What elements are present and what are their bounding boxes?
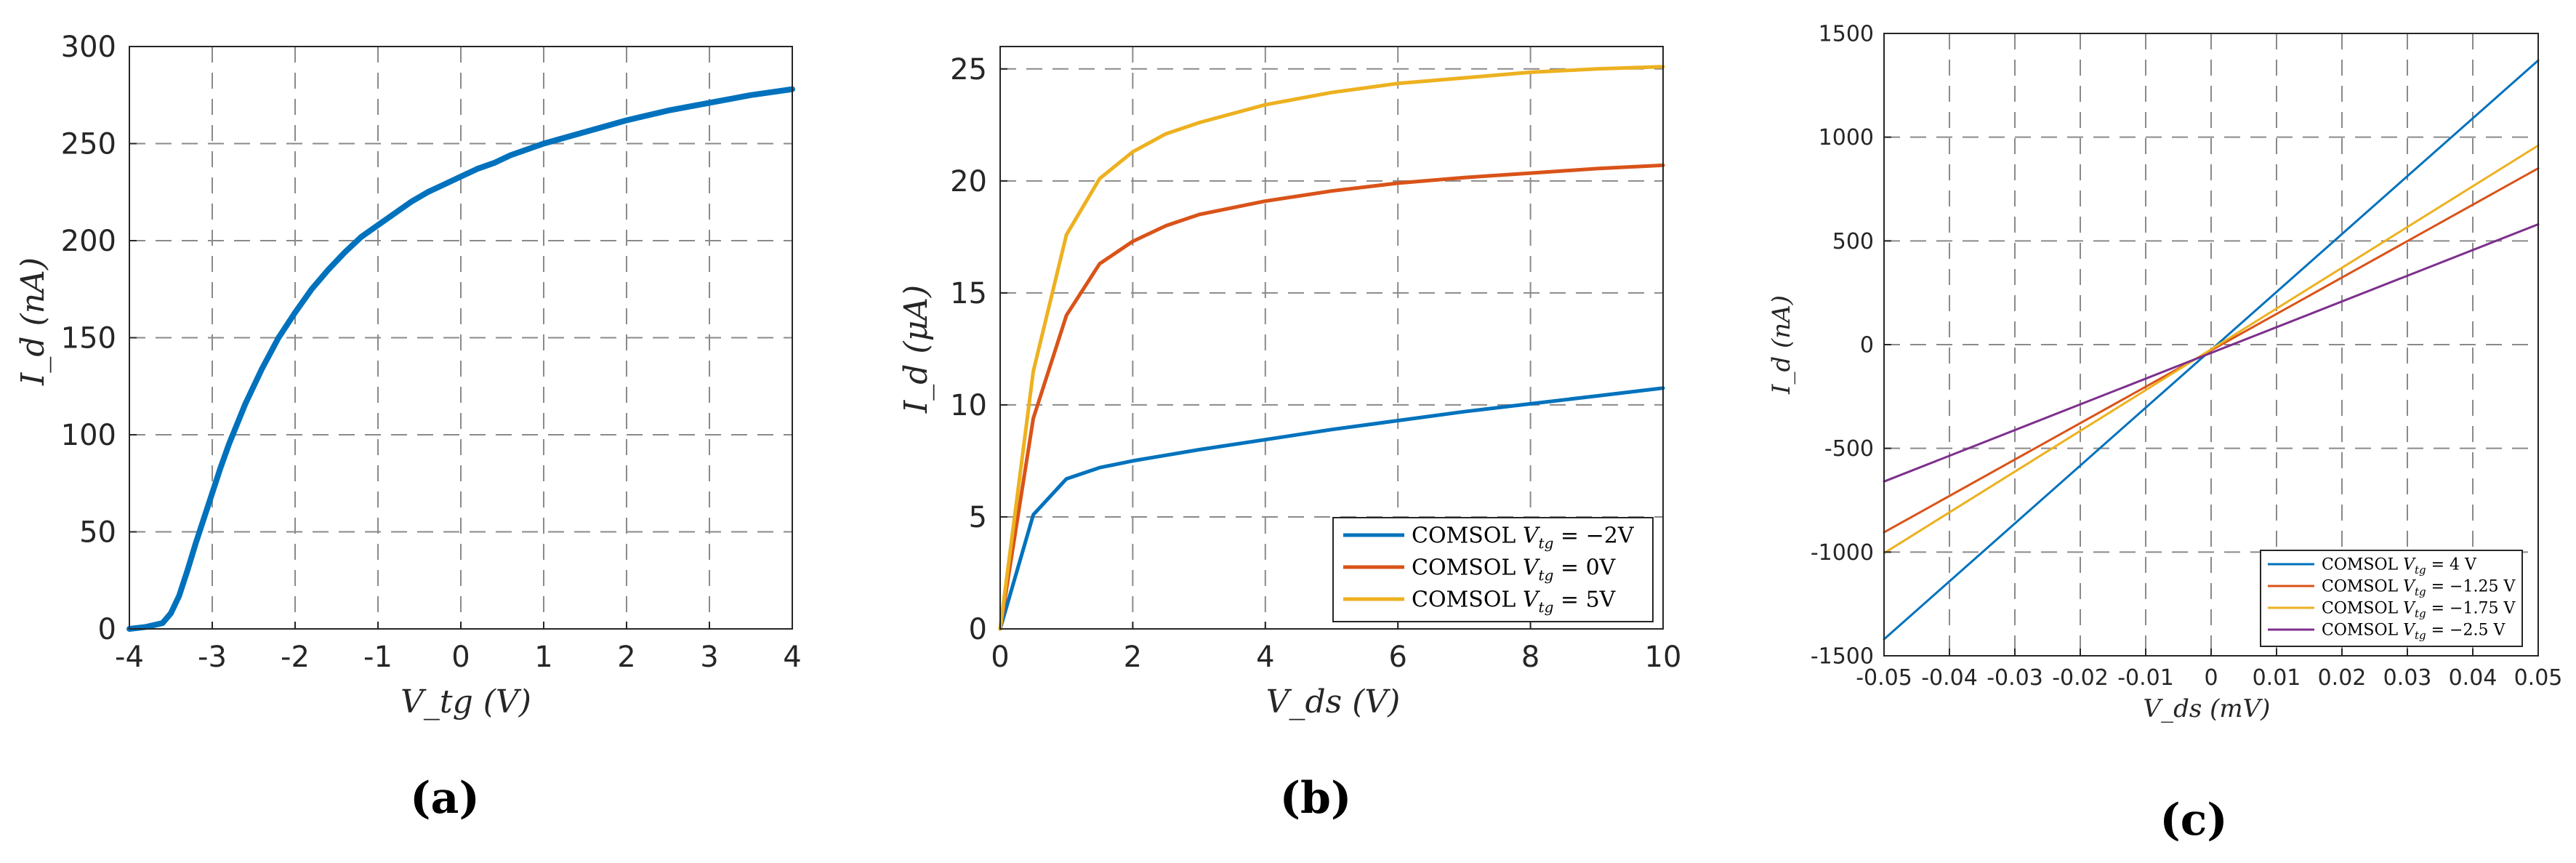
panel-a-caption: (a) <box>410 773 480 824</box>
panel-b-legend-label-2: COMSOL Vtg = 0V <box>1412 555 1617 585</box>
panel-a: -4 -3 -2 -1 0 1 2 3 4 0 50 100 150 200 250 300 V_tg (V)… <box>15 31 802 824</box>
panel-a-y-tick-label: 100 <box>61 419 116 452</box>
panel-c-y-axis-label: I_d (nA) <box>1767 295 1796 395</box>
panel-b-y-tick-label: 20 <box>950 165 987 198</box>
panel-b-x-tick-label: 0 <box>991 641 1009 674</box>
panel-b-caption: (b) <box>1280 773 1352 824</box>
panel-c-legend-label-2: COMSOL Vtg = −1.25 V <box>2322 578 2516 599</box>
panel-c-y-tick-label: 0 <box>1860 333 1874 358</box>
panel-b-x-tick-label: 2 <box>1124 641 1142 674</box>
panel-c-y-tick-label: -500 <box>1824 436 1874 462</box>
panel-a-y-tick-label: 300 <box>61 31 116 64</box>
panel-a-series-line-1 <box>126 86 795 632</box>
panel-c-y-tick-label: -1500 <box>1811 644 1874 670</box>
panel-a-y-tick-label: 200 <box>61 225 116 258</box>
panel-c-x-tick-label: 0.05 <box>2514 665 2563 691</box>
panel-b-y-tick-label: 15 <box>950 277 987 310</box>
panel-c-x-tick-label: 0 <box>2204 665 2218 691</box>
panel-b-series-line-2 <box>998 163 1665 631</box>
panel-a-x-tick-label: -4 <box>115 641 144 674</box>
panel-a-y-tick-label: 150 <box>61 322 116 356</box>
panel-c-legend-label-4: COMSOL Vtg = −2.5 V <box>2322 622 2505 643</box>
panel-b-legend-label-1: COMSOL Vtg = −2V <box>1412 523 1635 553</box>
panel-c-y-tick-label: 1500 <box>1819 22 1874 47</box>
panel-b-y-tick-label: 5 <box>969 501 987 534</box>
panel-b-series-line-3 <box>998 65 1665 631</box>
panel-b-x-tick-label: 6 <box>1388 641 1406 674</box>
panel-a-y-axis-label: I_d (nA) <box>15 257 52 386</box>
panel-a-y-tick-label: 50 <box>79 516 116 550</box>
panel-b-y-axis-label: I_d (μA) <box>898 285 935 414</box>
panel-b-y-tick-label: 25 <box>950 53 987 87</box>
panel-c-legend-label-1: COMSOL Vtg = 4 V <box>2322 556 2477 577</box>
panel-c-y-tick-label: 1000 <box>1819 125 1874 150</box>
panel-c-caption: (c) <box>2160 795 2227 846</box>
panel-c-x-tick-label: 0.02 <box>2318 665 2367 691</box>
panel-b-axes-box <box>999 46 1664 630</box>
panel-b-series-line-1 <box>998 386 1665 631</box>
panel-a-x-tick-label: 2 <box>617 641 635 674</box>
panel-c-x-tick-label: 0.04 <box>2449 665 2497 691</box>
panel-b-y-tick-label: 10 <box>950 389 987 422</box>
panel-c-x-axis-label: V_ds (mV) <box>2144 694 2271 723</box>
panel-c-series-line-3 <box>1883 144 2540 555</box>
panel-b-y-tick-label: 0 <box>969 613 987 646</box>
panel-c-x-tick-label: -0.04 <box>1921 665 1978 691</box>
panel-c-x-tick-label: -0.02 <box>2052 665 2109 691</box>
panel-b-legend-label-3: COMSOL Vtg = 5V <box>1412 587 1617 617</box>
panel-a-x-tick-label: 4 <box>783 641 801 674</box>
panel-a-x-tick-label: 1 <box>534 641 552 674</box>
panel-c-legend-label-3: COMSOL Vtg = −1.75 V <box>2322 600 2516 621</box>
panel-c-x-tick-label: -0.01 <box>2117 665 2174 691</box>
panel-c-series-line-4 <box>1883 223 2540 483</box>
panel-a-x-tick-label: -3 <box>198 641 227 674</box>
panel-a-x-tick-label: -2 <box>281 641 310 674</box>
panel-b-x-tick-label: 8 <box>1521 641 1539 674</box>
panel-c-x-tick-label: 0.03 <box>2383 665 2432 691</box>
panel-b-x-tick-label: 10 <box>1645 641 1682 674</box>
panel-c-x-tick-label: 0.01 <box>2253 665 2301 691</box>
panel-a-x-tick-label: 0 <box>451 641 470 674</box>
panel-c-y-tick-label: -1000 <box>1811 540 1874 566</box>
panel-a-x-tick-label: -1 <box>363 641 393 674</box>
panel-c-y-tick-label: 500 <box>1832 229 1874 254</box>
panel-c-legend-box <box>2260 550 2523 647</box>
panel-a-x-tick-label: 3 <box>700 641 718 674</box>
panel-c-plot-area: -0.05 -0.04 -0.03 -0.02 -0.01 0 0.01 0.02 0.03 0.… <box>1811 22 2563 691</box>
panel-a-x-axis-label: V_tg (V) <box>401 683 531 720</box>
panel-a-y-tick-label: 0 <box>98 613 116 646</box>
panel-c-x-tick-label: -0.03 <box>1987 665 2043 691</box>
panel-b-x-tick-label: 4 <box>1256 641 1274 674</box>
panel-a-y-tick-label: 250 <box>61 128 116 161</box>
panel-a-plot-area: -4 -3 -2 -1 0 1 2 3 4 0 50 100 150 200 250 300 <box>61 31 802 674</box>
panel-c: -0.05 -0.04 -0.03 -0.02 -0.01 0 0.01 0.02 0.03 0.… <box>1767 22 2562 846</box>
panel-b-x-axis-label: V_ds (V) <box>1266 683 1401 720</box>
panel-c-x-tick-label: -0.05 <box>1856 665 1912 691</box>
